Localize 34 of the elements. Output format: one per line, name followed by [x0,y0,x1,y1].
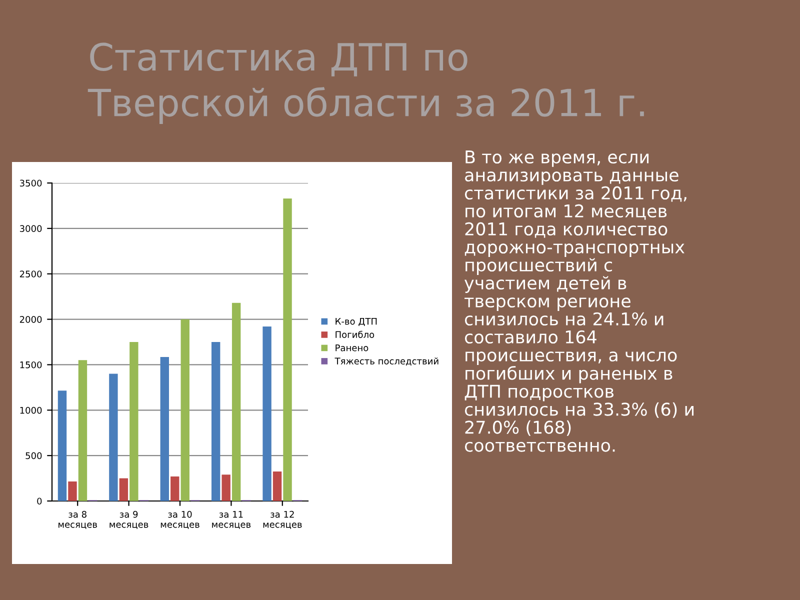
y-tick-label: 2000 [20,316,42,323]
bar [119,478,128,501]
legend-label: Ранено [336,344,368,352]
bar [180,319,190,501]
legend-label: Погибло [336,330,374,338]
x-tick-label: за 12 месяцев [263,510,302,529]
legend-label: К-во ДТП [336,318,377,326]
text: В то же время, если анализировать данные статистики за 2011 год, по итогам 12 месяцев 2011 года количество дорожно-транспортных происшествий с участием детей в тверском регионе снизилось на 24.1% и составило 164 происшествия, а число погибших и раненых в ДТП подростков снизилось на 33.3% (6) и 27.0% (168) соответственно. [464,150,694,452]
bar [170,476,180,501]
y-tick-label: 500 [26,452,42,460]
bar [78,360,88,501]
bar [211,342,220,501]
x-tick-label: за 10 месяцев [160,510,200,529]
bar [68,481,77,501]
chart-title: Статистика ДТП по Тверской области за 2011 г. [88,42,644,124]
legend-label: Тяжесть последствий [334,358,438,366]
y-tick-label: 1500 [20,361,42,368]
y-tick-label: 3000 [20,225,42,232]
bar [283,198,292,501]
bar [222,474,230,501]
bar [160,356,169,501]
y-tick-label: 3500 [20,180,42,187]
x-tick-label: за 8 месяцев [58,510,97,529]
y-tick-label: 2500 [20,270,42,278]
y-tick-label: 1000 [20,406,42,414]
bar [262,326,272,501]
bar [232,302,241,501]
bar [272,471,282,501]
x-tick-label: за 11 месяцев [212,511,251,529]
bar [109,374,118,501]
x-tick-label: за 9 месяцев [110,510,148,529]
bar [130,342,138,501]
bar [58,390,67,501]
y-tick-label: 0 [37,498,42,505]
